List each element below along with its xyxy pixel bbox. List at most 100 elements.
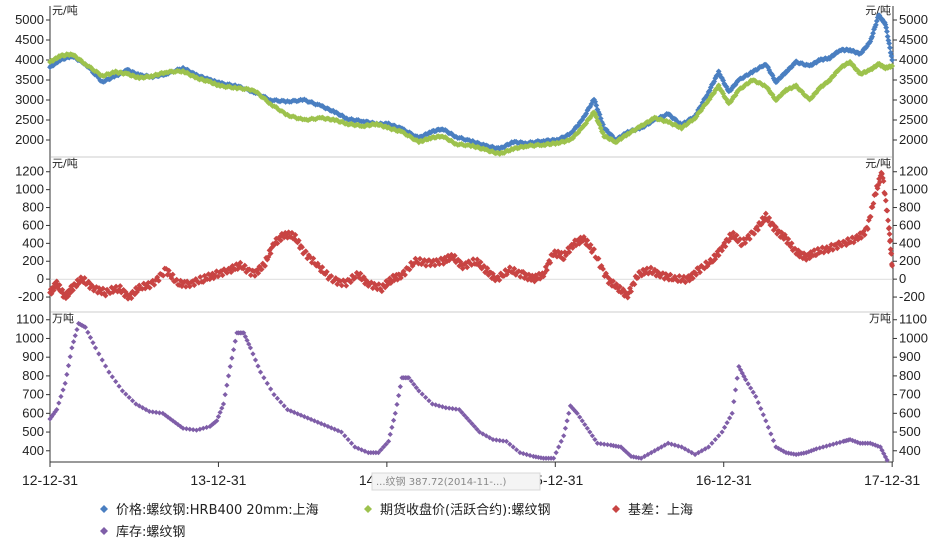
data-point xyxy=(163,265,170,272)
data-point xyxy=(721,424,728,430)
data-point xyxy=(314,260,321,267)
y-tick-label-right: 4500 xyxy=(899,32,928,47)
y-unit-left: 元/吨 xyxy=(52,4,78,17)
data-point xyxy=(667,271,674,278)
data-point xyxy=(117,283,124,289)
data-point xyxy=(173,276,180,283)
data-point xyxy=(116,383,122,389)
data-point xyxy=(204,424,210,430)
data-point xyxy=(592,436,598,443)
data-point xyxy=(496,145,503,152)
data-point xyxy=(224,382,230,388)
data-point xyxy=(146,284,153,291)
data-point xyxy=(886,231,893,237)
data-point xyxy=(697,269,703,276)
data-point xyxy=(662,442,668,448)
data-point xyxy=(281,234,288,241)
data-point xyxy=(436,403,442,409)
data-point xyxy=(628,453,634,459)
data-point xyxy=(222,392,228,398)
data-point xyxy=(538,455,544,461)
data-point xyxy=(285,229,292,236)
data-point xyxy=(261,375,267,381)
y-tick-label-right: 800 xyxy=(899,200,921,215)
data-point xyxy=(135,286,142,293)
data-point xyxy=(686,277,693,284)
data-point xyxy=(768,431,774,437)
data-point xyxy=(49,414,55,420)
y-tick-label-right: 2500 xyxy=(899,112,928,127)
data-point xyxy=(274,240,281,247)
data-point xyxy=(284,406,291,413)
data-point xyxy=(791,451,797,457)
data-point xyxy=(882,197,889,204)
data-point xyxy=(492,277,499,284)
data-point xyxy=(563,252,569,259)
data-point xyxy=(665,276,672,283)
data-point xyxy=(73,283,80,290)
data-point xyxy=(325,423,331,430)
data-point xyxy=(490,436,496,443)
data-point xyxy=(302,248,309,255)
data-point xyxy=(571,133,578,139)
data-point xyxy=(227,363,233,370)
data-point xyxy=(47,416,53,422)
data-point xyxy=(785,67,792,73)
y-tick-label-left: 2000 xyxy=(15,132,44,147)
data-point xyxy=(631,281,638,288)
data-point xyxy=(675,443,681,449)
data-point xyxy=(641,453,648,459)
data-point xyxy=(375,281,382,288)
data-point xyxy=(469,138,476,144)
y-unit-left: 元/吨 xyxy=(52,157,78,170)
data-point xyxy=(294,239,301,246)
data-point xyxy=(113,378,119,385)
data-point xyxy=(295,237,302,244)
y-tick-label-right: 600 xyxy=(899,217,921,232)
data-point xyxy=(262,263,268,269)
data-point xyxy=(348,440,355,446)
data-point xyxy=(459,265,466,272)
data-point xyxy=(806,449,812,455)
data-point xyxy=(577,414,583,420)
data-point xyxy=(773,224,779,230)
data-point xyxy=(493,437,499,443)
data-point xyxy=(889,262,896,269)
data-point xyxy=(562,425,569,431)
data-point xyxy=(255,270,262,277)
x-tick-label: 15-12-31 xyxy=(527,472,583,488)
data-point xyxy=(769,72,776,79)
data-point xyxy=(707,93,714,100)
data-point xyxy=(165,267,172,274)
data-point xyxy=(584,107,591,114)
data-point xyxy=(683,274,690,281)
data-point xyxy=(587,103,594,110)
data-point xyxy=(497,437,503,444)
data-point xyxy=(278,399,284,405)
data-point xyxy=(66,287,73,294)
data-point xyxy=(241,262,248,269)
data-point xyxy=(140,405,146,411)
data-point xyxy=(86,63,93,70)
data-point xyxy=(591,96,597,103)
legend-label: 库存:螺纹钢 xyxy=(116,524,185,540)
data-point xyxy=(884,28,890,35)
data-point xyxy=(808,448,814,454)
data-point xyxy=(875,443,881,449)
data-point xyxy=(325,276,332,282)
data-point xyxy=(229,355,235,361)
data-point xyxy=(96,351,102,357)
data-point xyxy=(64,371,70,378)
data-point xyxy=(556,444,562,450)
data-point xyxy=(631,454,637,460)
data-point xyxy=(594,440,601,446)
data-point xyxy=(136,403,142,409)
data-point xyxy=(297,115,304,122)
y-tick-label-right: 1100 xyxy=(899,312,927,327)
data-point xyxy=(102,292,109,299)
data-point xyxy=(213,268,220,275)
data-point xyxy=(676,273,683,279)
data-point xyxy=(411,381,417,387)
data-point xyxy=(448,137,455,144)
data-point xyxy=(128,295,135,302)
